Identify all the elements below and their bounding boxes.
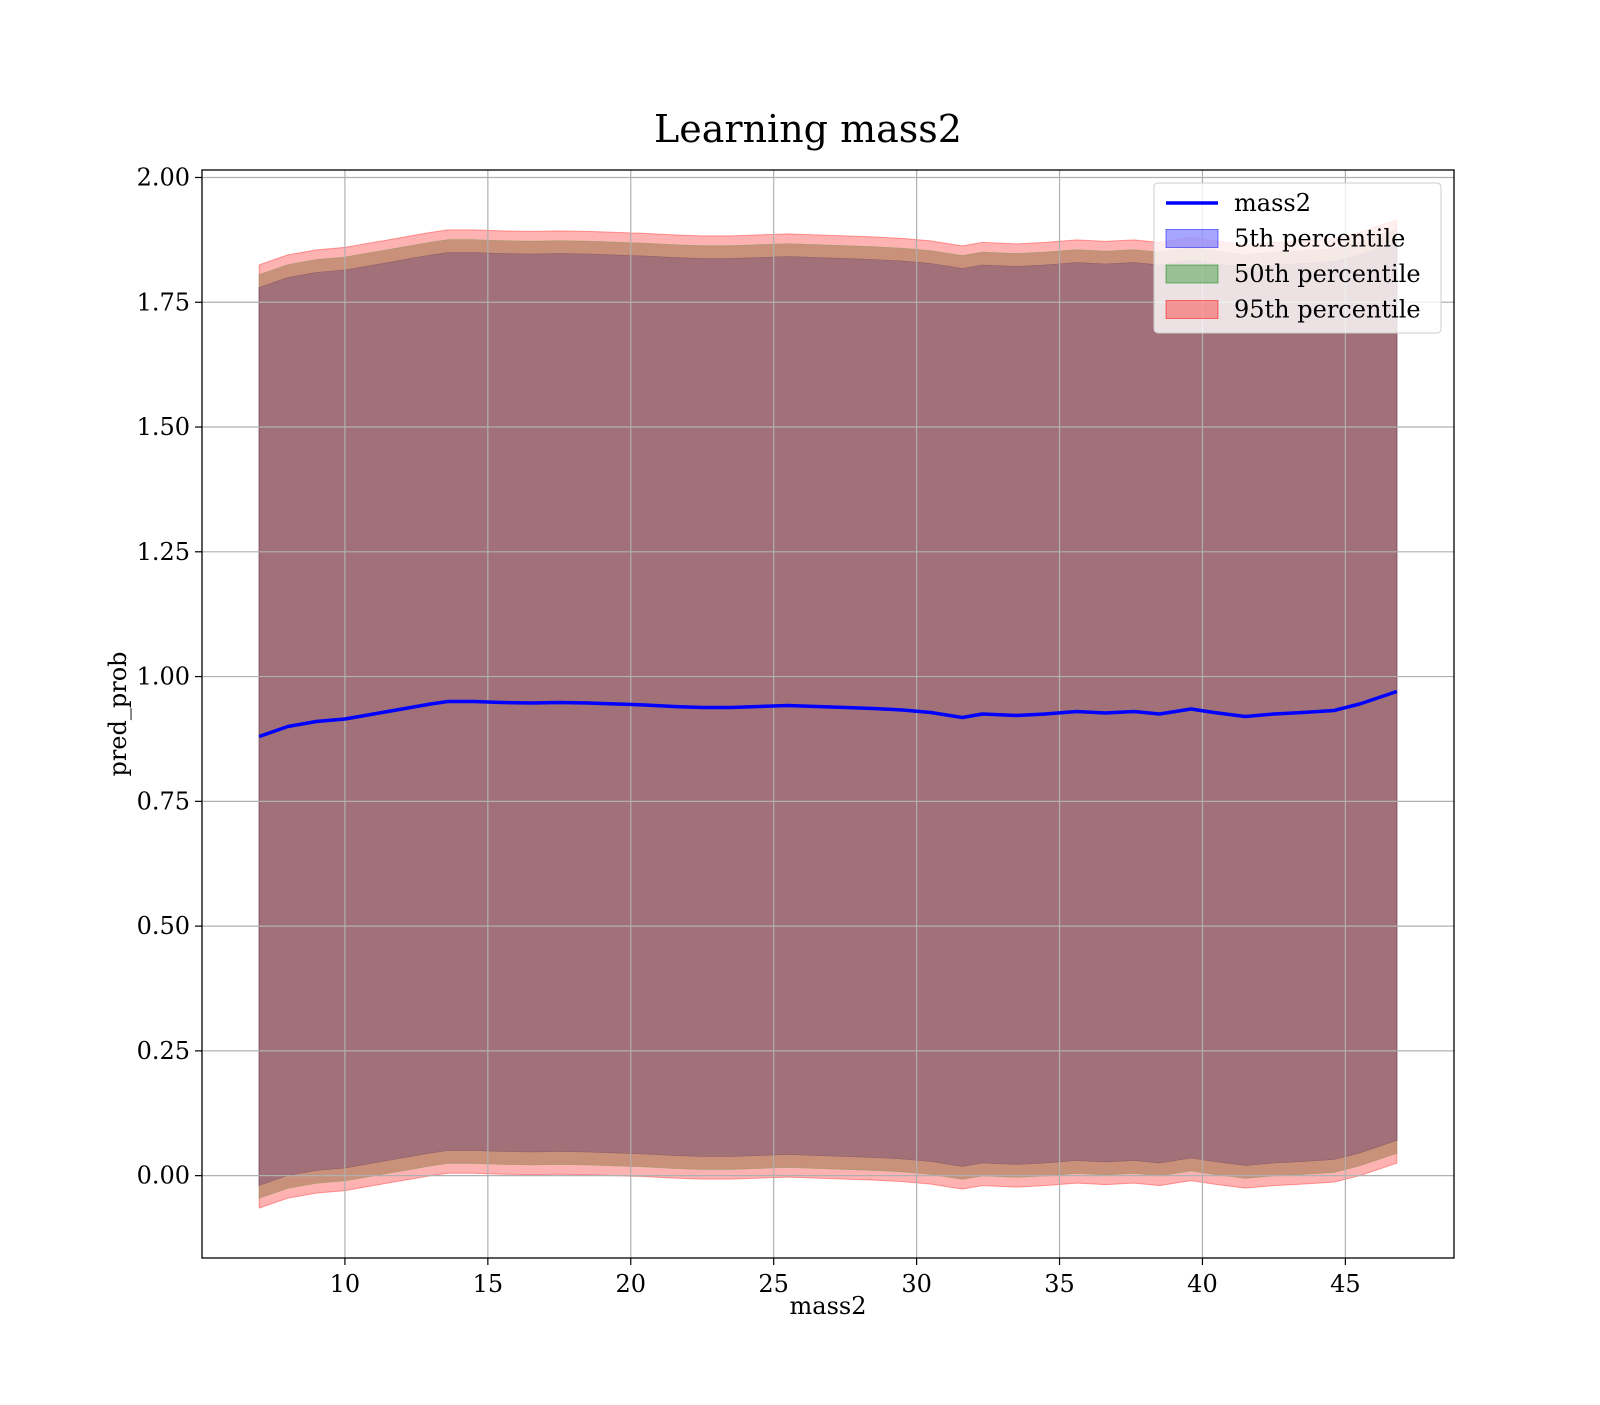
legend-swatch-band [1165, 264, 1219, 284]
y-axis-ticks: 0.00 0.25 0.50 0.75 1.00 1.25 1.50 1.75 2.00 [137, 163, 202, 1190]
y-tick-label: 0.25 [137, 1037, 190, 1065]
x-tick-label: 30 [901, 1270, 932, 1298]
y-tick-label: 1.00 [137, 663, 190, 691]
x-axis-label: mass2 [790, 1292, 867, 1320]
y-tick-label: 1.25 [137, 538, 190, 566]
series-line-mass2 [258, 689, 1398, 739]
y-tick-label: 0.50 [137, 912, 190, 940]
x-tick-label: 25 [758, 1270, 789, 1298]
band-strip-lower [259, 1140, 1397, 1199]
band-strip-upper [259, 229, 1397, 288]
legend-label: mass2 [1234, 189, 1311, 217]
x-tick-label: 40 [1187, 1270, 1218, 1298]
legend-label: 5th percentile [1234, 225, 1405, 253]
y-tick-label: 1.75 [137, 288, 190, 316]
legend-label: 95th percentile [1234, 296, 1421, 324]
legend-label: 50th percentile [1234, 260, 1421, 288]
plot-frame [201, 169, 1455, 1259]
legend-swatch-band [1165, 300, 1219, 319]
y-tick-label: 0.00 [137, 1162, 190, 1190]
y-tick-label: 1.50 [137, 413, 190, 441]
x-tick-label: 10 [330, 1270, 361, 1298]
y-tick-label: 0.75 [137, 787, 190, 815]
x-tick-label: 15 [473, 1270, 504, 1298]
grid-lines [202, 170, 1454, 1258]
y-tick-label: 2.00 [137, 163, 190, 191]
x-tick-label: 20 [615, 1270, 646, 1298]
x-tick-label: 35 [1044, 1270, 1075, 1298]
legend-swatch-band [1165, 229, 1219, 248]
x-axis-ticks: 10 15 20 25 30 35 40 45 [330, 1258, 1361, 1298]
x-tick-label: 45 [1330, 1270, 1361, 1298]
legend-box [1153, 182, 1442, 334]
percentile-bands [258, 219, 1398, 1209]
y-axis-label: pred_prob [104, 651, 132, 776]
legend: mass2 5th percentile 50th percentile 95th p… [1153, 182, 1442, 334]
chart-title: Learning mass2 [654, 107, 962, 151]
series-lines [258, 689, 1398, 739]
